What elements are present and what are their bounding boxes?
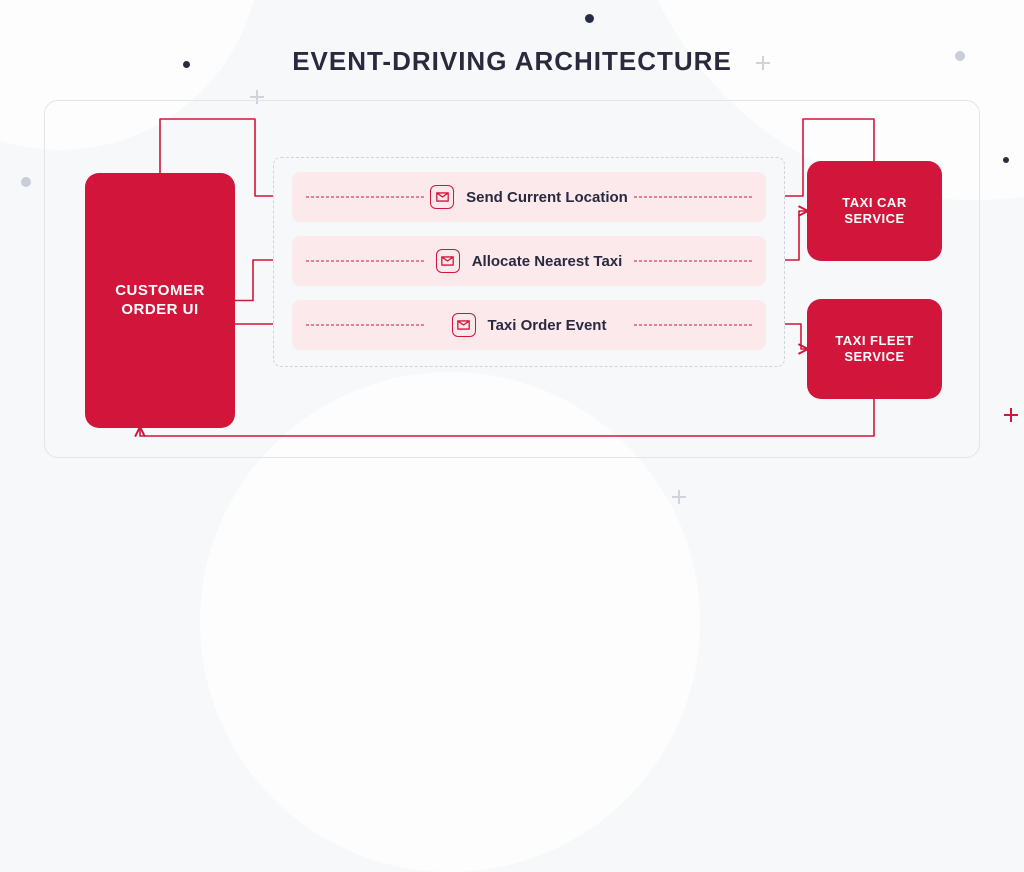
- decor-plus-icon: [1004, 408, 1018, 422]
- node-customer-order-ui: CUSTOMERORDER UI: [85, 173, 235, 428]
- dash-connector: [306, 261, 424, 262]
- page-title: EVENT-DRIVING ARCHITECTURE: [0, 46, 1024, 77]
- decor-dot: [585, 14, 594, 23]
- decor-dot: [21, 177, 31, 187]
- decor-dot: [1003, 157, 1009, 163]
- dash-connector: [634, 197, 752, 198]
- node-taxi-fleet-service: TAXI FLEETSERVICE: [807, 299, 942, 399]
- event-row-send-location: Send Current Location: [292, 172, 766, 222]
- envelope-icon: [436, 249, 460, 273]
- event-row-allocate-taxi: Allocate Nearest Taxi: [292, 236, 766, 286]
- event-label: Taxi Order Event: [488, 317, 607, 334]
- decor-plus-icon: [672, 490, 686, 504]
- envelope-icon: [452, 313, 476, 337]
- diagram-frame: CUSTOMERORDER UI TAXI CARSERVICE TAXI FL…: [44, 100, 980, 458]
- event-label: Allocate Nearest Taxi: [472, 253, 623, 270]
- node-taxi-car-service: TAXI CARSERVICE: [807, 161, 942, 261]
- event-group-container: Send Current Location Allocate Nearest T…: [273, 157, 785, 367]
- dash-connector: [306, 197, 424, 198]
- event-row-taxi-order: Taxi Order Event: [292, 300, 766, 350]
- event-label: Send Current Location: [466, 189, 628, 206]
- dash-connector: [634, 261, 752, 262]
- dash-connector: [634, 325, 752, 326]
- dash-connector: [306, 325, 424, 326]
- envelope-icon: [430, 185, 454, 209]
